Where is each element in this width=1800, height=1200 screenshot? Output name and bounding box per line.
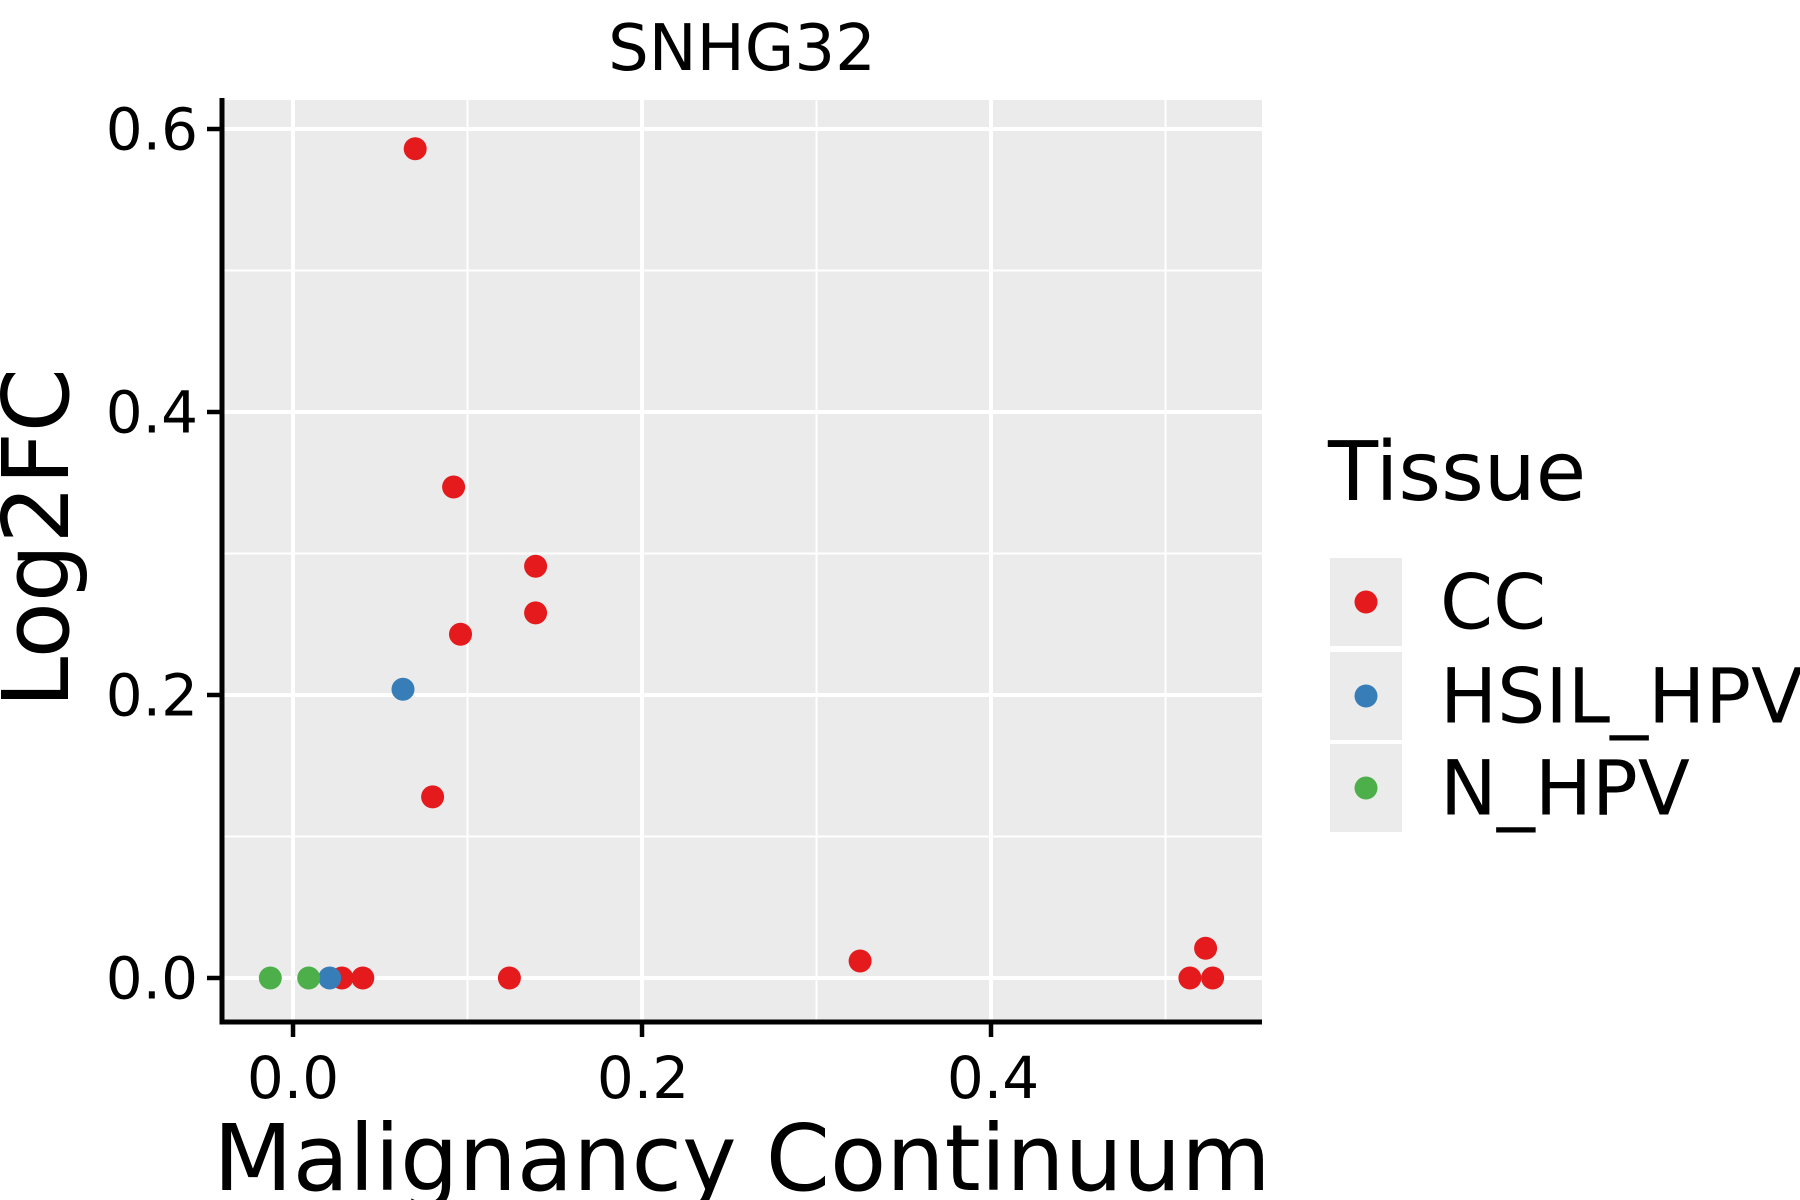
y-tick-label-0.0: 0.0 [106, 944, 198, 1012]
legend: Tissue CC HSIL_HPV N_HPV [1327, 425, 1800, 833]
panel-layer [222, 100, 1262, 1022]
chart-title: SNHG32 [608, 12, 876, 86]
legend-keys [1330, 558, 1402, 832]
y-axis-label: Log2FC [0, 368, 90, 708]
data-point-cc [421, 785, 445, 809]
x-tick-label-0.0: 0.0 [247, 1044, 339, 1112]
y-tick-label-0.4: 0.4 [106, 378, 198, 446]
data-point-cc [497, 966, 521, 990]
data-point-cc [442, 475, 466, 499]
data-point-cc [403, 137, 427, 161]
panel-background [222, 100, 1262, 1022]
points-layer [258, 137, 1225, 990]
data-point-cc [449, 622, 472, 646]
legend-swatch-hsil_hpv [1354, 684, 1378, 708]
data-point-n_hpv [297, 966, 321, 990]
data-point-hsil_hpv [391, 677, 415, 701]
axes-layer [207, 98, 1262, 1037]
data-point-hsil_hpv [318, 966, 342, 990]
data-point-cc [524, 554, 548, 578]
legend-swatch-cc [1354, 590, 1378, 614]
data-point-cc [848, 949, 872, 973]
legend-title: Tissue [1327, 425, 1586, 520]
legend-swatch-n_hpv [1354, 776, 1378, 800]
legend-label-cc: CC [1440, 558, 1546, 647]
x-tick-label-0.2: 0.2 [597, 1044, 689, 1112]
data-point-cc [1178, 966, 1202, 990]
data-point-n_hpv [258, 966, 282, 990]
data-point-cc [1201, 966, 1225, 990]
data-point-cc [351, 966, 375, 990]
data-point-cc [524, 601, 548, 625]
x-axis-label: Malignancy Continuum [213, 1105, 1271, 1200]
y-tick-label-0.6: 0.6 [106, 95, 198, 163]
x-tick-label-0.4: 0.4 [947, 1044, 1039, 1112]
data-point-cc [1194, 936, 1218, 960]
y-tick-label-0.2: 0.2 [106, 661, 198, 729]
legend-label-n-hpv: N_HPV [1440, 744, 1690, 833]
legend-label-hsil-hpv: HSIL_HPV [1440, 652, 1800, 741]
